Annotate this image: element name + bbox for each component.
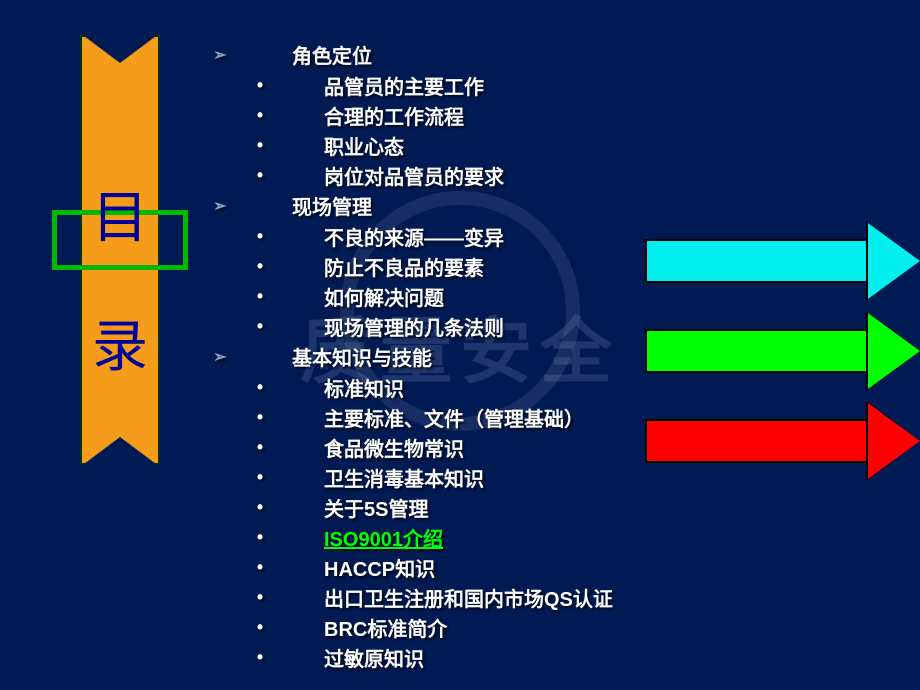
- bullet-icon: •: [240, 407, 280, 428]
- bullet-icon: •: [240, 647, 280, 668]
- arrow-cyan-icon: [645, 225, 920, 297]
- section-heading: ➢ 基本知识与技能: [200, 342, 720, 371]
- title-char-1: 目: [70, 155, 170, 284]
- list-item-text: HACCP知识: [280, 553, 435, 582]
- list-item-text: 岗位对品管员的要求: [280, 161, 504, 190]
- chevron-icon: ➢: [200, 45, 240, 65]
- list-item: •现场管理的几条法则: [200, 312, 720, 341]
- list-item-link[interactable]: ISO9001介绍: [280, 523, 443, 552]
- bullet-icon: •: [240, 557, 280, 578]
- bullet-icon: •: [240, 286, 280, 307]
- list-item: •标准知识: [200, 373, 720, 402]
- list-item: •防止不良品的要素: [200, 252, 720, 281]
- chevron-icon: ➢: [200, 196, 240, 216]
- section-heading-text: 角色定位: [240, 40, 372, 69]
- list-item-text: 职业心态: [280, 131, 404, 160]
- list-item-text: 品管员的主要工作: [280, 71, 484, 100]
- title-notch-top: [80, 33, 160, 63]
- list-item: •关于5S管理: [200, 493, 720, 522]
- list-item-text: 合理的工作流程: [280, 101, 464, 130]
- list-item-text: 出口卫生注册和国内市场QS认证: [280, 583, 613, 612]
- list-item-text: 关于5S管理: [280, 493, 428, 522]
- bullet-icon: •: [240, 497, 280, 518]
- section-heading-text: 基本知识与技能: [240, 342, 432, 371]
- list-item: •合理的工作流程: [200, 101, 720, 130]
- list-item: •出口卫生注册和国内市场QS认证: [200, 583, 720, 612]
- section-heading: ➢ 角色定位: [200, 40, 720, 69]
- title-banner: 目 录: [70, 35, 170, 465]
- bullet-icon: •: [240, 226, 280, 247]
- arrow-green-icon: [645, 315, 920, 387]
- section-heading: ➢ 现场管理: [200, 191, 720, 220]
- list-item-text: 如何解决问题: [280, 282, 444, 311]
- list-item: •卫生消毒基本知识: [200, 463, 720, 492]
- title-text: 目 录: [70, 155, 170, 413]
- chevron-icon: ➢: [200, 347, 240, 367]
- list-item[interactable]: •ISO9001介绍: [200, 523, 720, 552]
- title-char-2: 录: [70, 284, 170, 413]
- list-item-text: BRC标准简介: [280, 613, 447, 642]
- bullet-icon: •: [240, 316, 280, 337]
- list-item-text: 主要标准、文件（管理基础）: [280, 403, 584, 432]
- list-item-text: 不良的来源——变异: [280, 222, 504, 251]
- list-item: •BRC标准简介: [200, 613, 720, 642]
- list-item: •如何解决问题: [200, 282, 720, 311]
- bullet-icon: •: [240, 165, 280, 186]
- bullet-icon: •: [240, 377, 280, 398]
- decorative-arrows: [645, 225, 920, 495]
- bullet-icon: •: [240, 587, 280, 608]
- list-item-text: 食品微生物常识: [280, 433, 464, 462]
- bullet-icon: •: [240, 527, 280, 548]
- section-heading-text: 现场管理: [240, 191, 372, 220]
- list-item: •主要标准、文件（管理基础）: [200, 403, 720, 432]
- list-item-text: 防止不良品的要素: [280, 252, 484, 281]
- bullet-icon: •: [240, 467, 280, 488]
- list-item: •过敏原知识: [200, 643, 720, 672]
- list-item: •职业心态: [200, 131, 720, 160]
- bullet-icon: •: [240, 135, 280, 156]
- list-item: •食品微生物常识: [200, 433, 720, 462]
- list-item-text: 过敏原知识: [280, 643, 424, 672]
- list-item: •品管员的主要工作: [200, 71, 720, 100]
- list-item: •HACCP知识: [200, 553, 720, 582]
- bullet-icon: •: [240, 105, 280, 126]
- bullet-icon: •: [240, 617, 280, 638]
- list-item-text: 标准知识: [280, 373, 404, 402]
- list-item: •岗位对品管员的要求: [200, 161, 720, 190]
- list-item: •不良的来源——变异: [200, 222, 720, 251]
- bullet-icon: •: [240, 437, 280, 458]
- title-notch-bottom: [80, 437, 160, 467]
- bullet-icon: •: [240, 75, 280, 96]
- outline-list: ➢ 角色定位 •品管员的主要工作 •合理的工作流程 •职业心态 •岗位对品管员的…: [200, 40, 720, 673]
- list-item-text: 现场管理的几条法则: [280, 312, 504, 341]
- bullet-icon: •: [240, 256, 280, 277]
- list-item-text: 卫生消毒基本知识: [280, 463, 484, 492]
- arrow-red-icon: [645, 405, 920, 477]
